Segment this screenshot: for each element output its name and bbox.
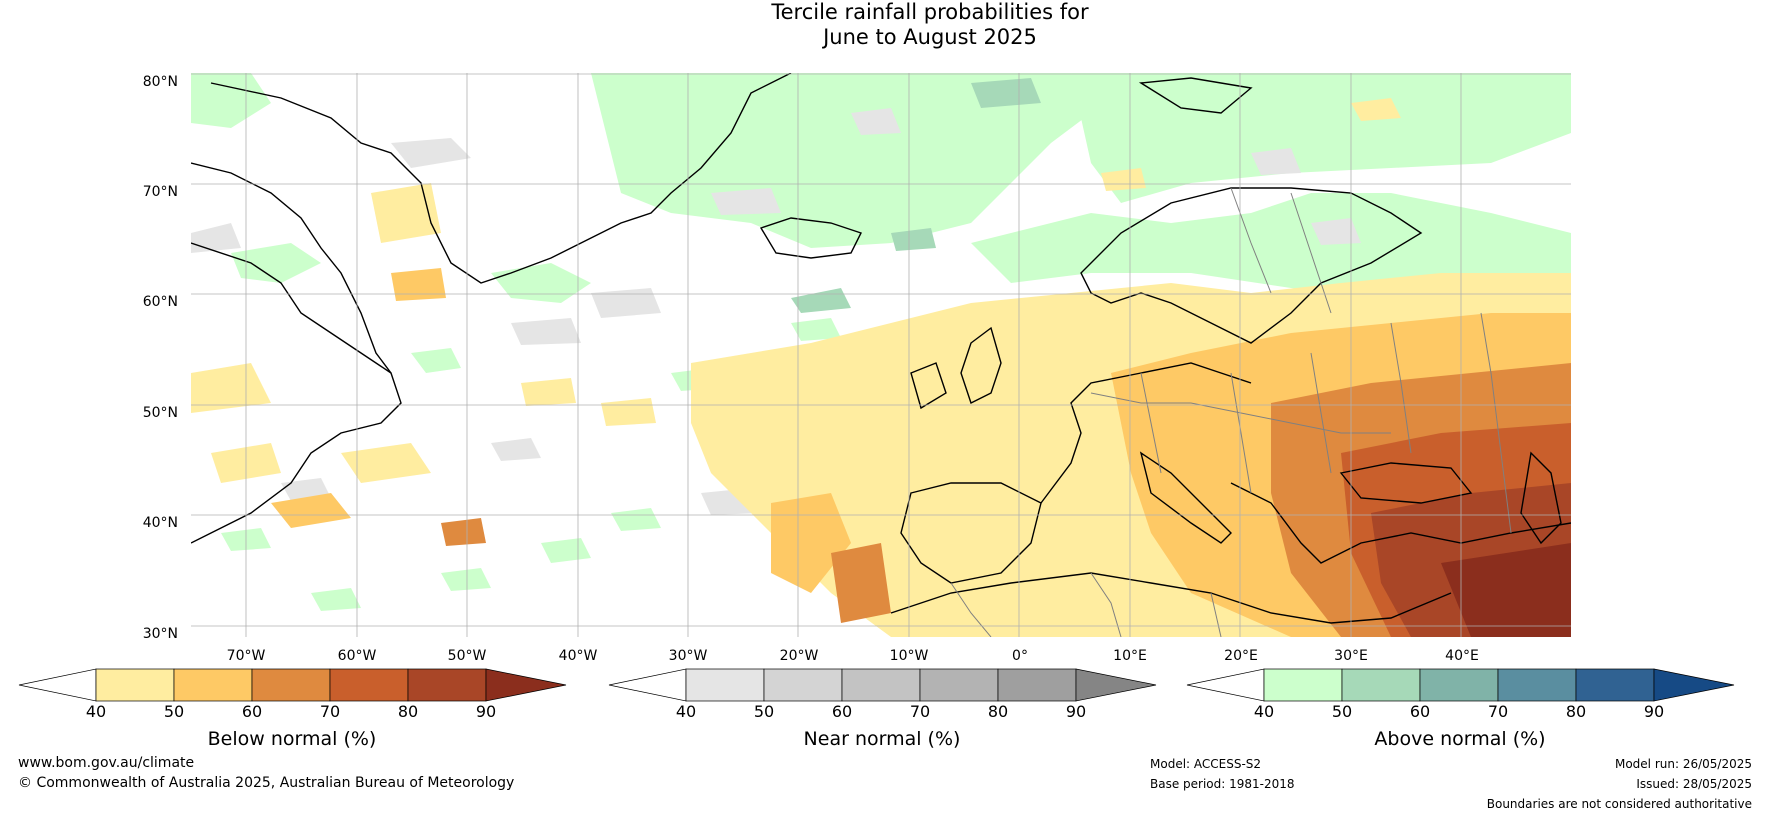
cbar-above-tick-80: 80 [1565, 702, 1587, 721]
cbar-above-swatch-5 [1575, 668, 1655, 702]
cbar-above-swatch-6 [1653, 668, 1735, 702]
cbar-below-tick-70: 70 [319, 702, 341, 721]
colorbar-above-label: Above normal (%) [1374, 728, 1546, 750]
lon-label-20w: 20°W [779, 648, 819, 664]
cbar-near-swatch-2 [763, 668, 843, 702]
cbar-below-swatch-5 [407, 668, 487, 702]
cbar-below-tick-50: 50 [163, 702, 185, 721]
map-area [191, 73, 1571, 637]
gridlines [191, 73, 1571, 637]
lon-label-30w: 30°W [668, 648, 708, 664]
cbar-below-tick-80: 80 [397, 702, 419, 721]
map-title: Tercile rainfall probabilities for June … [0, 0, 1770, 50]
cbar-above-swatch-3 [1419, 668, 1499, 702]
lon-label-40e: 40°E [1445, 648, 1479, 664]
cbar-near-swatch-1 [685, 668, 765, 702]
colorbar-above-swatches [1186, 668, 1735, 702]
lon-label-40w: 40°W [558, 648, 598, 664]
colorbar-below-normal: 40 50 60 70 80 90 [18, 668, 568, 728]
lon-label-60w: 60°W [337, 648, 377, 664]
cbar-above-tick-90: 90 [1643, 702, 1665, 721]
lon-label-0: 0° [1012, 648, 1028, 664]
colorbar-near-swatches [608, 668, 1157, 702]
cbar-above-tick-40: 40 [1253, 702, 1275, 721]
colorbar-above-normal: 40 50 60 70 80 90 [1186, 668, 1736, 728]
footer-model-run: Model run: 26/05/2025 [1614, 757, 1752, 771]
lat-label-70n: 70°N [142, 184, 178, 200]
cbar-near-tick-40: 40 [675, 702, 697, 721]
lon-label-20e: 20°E [1224, 648, 1258, 664]
lat-label-50n: 50°N [142, 405, 178, 421]
footer-url: www.bom.gov.au/climate [18, 755, 195, 771]
colorbar-below-swatches [18, 668, 567, 702]
cbar-above-tick-50: 50 [1331, 702, 1353, 721]
cbar-below-swatch-0 [18, 668, 97, 702]
lon-label-10w: 10°W [889, 648, 929, 664]
cbar-above-tick-60: 60 [1409, 702, 1431, 721]
cbar-near-tick-70: 70 [909, 702, 931, 721]
title-line-2: June to August 2025 [823, 25, 1037, 49]
lat-label-80n: 80°N [142, 74, 178, 90]
cbar-near-swatch-5 [997, 668, 1077, 702]
cbar-below-tick-40: 40 [85, 702, 107, 721]
country-borders [950, 187, 1512, 637]
footer-model: Model: ACCESS-S2 [1150, 757, 1262, 771]
cbar-above-swatch-0 [1186, 668, 1265, 702]
cbar-below-swatch-4 [329, 668, 409, 702]
footer-disclaimer: Boundaries are not considered authoritat… [1486, 797, 1752, 811]
cbar-near-swatch-3 [841, 668, 921, 702]
cbar-above-swatch-4 [1497, 668, 1577, 702]
colorbar-near-label: Near normal (%) [803, 728, 961, 750]
cbar-above-tick-70: 70 [1487, 702, 1509, 721]
lat-label-40n: 40°N [142, 515, 178, 531]
lon-label-30e: 30°E [1334, 648, 1368, 664]
cbar-near-tick-80: 80 [987, 702, 1009, 721]
cbar-below-tick-60: 60 [241, 702, 263, 721]
colorbar-below-label: Below normal (%) [207, 728, 377, 750]
cbar-near-swatch-4 [919, 668, 999, 702]
coastlines [191, 73, 1571, 624]
colorbar-near-normal: 40 50 60 70 80 90 [608, 668, 1158, 728]
cbar-near-swatch-6 [1075, 668, 1157, 702]
above-normal-shading [191, 73, 1571, 611]
cbar-below-swatch-3 [251, 668, 331, 702]
near-normal-shading [191, 108, 1361, 591]
lat-label-30n: 30°N [142, 626, 178, 642]
cbar-above-swatch-2 [1341, 668, 1421, 702]
footer-base-period: Base period: 1981-2018 [1150, 777, 1295, 791]
footer-copyright: © Commonwealth of Australia 2025, Austra… [18, 775, 515, 791]
lon-label-50w: 50°W [447, 648, 487, 664]
cbar-near-tick-90: 90 [1065, 702, 1087, 721]
cbar-below-swatch-1 [95, 668, 175, 702]
title-line-1: Tercile rainfall probabilities for [771, 0, 1089, 24]
lon-label-70w: 70°W [226, 648, 266, 664]
cbar-below-tick-90: 90 [475, 702, 497, 721]
cbar-near-tick-60: 60 [831, 702, 853, 721]
cbar-below-swatch-2 [173, 668, 253, 702]
lat-label-60n: 60°N [142, 294, 178, 310]
tercile-map [191, 73, 1571, 637]
cbar-above-swatch-1 [1263, 668, 1343, 702]
cbar-near-swatch-0 [608, 668, 687, 702]
lon-label-10e: 10°E [1113, 648, 1147, 664]
cbar-near-tick-50: 50 [753, 702, 775, 721]
footer-issued: Issued: 28/05/2025 [1636, 777, 1752, 791]
cbar-below-swatch-6 [485, 668, 567, 702]
